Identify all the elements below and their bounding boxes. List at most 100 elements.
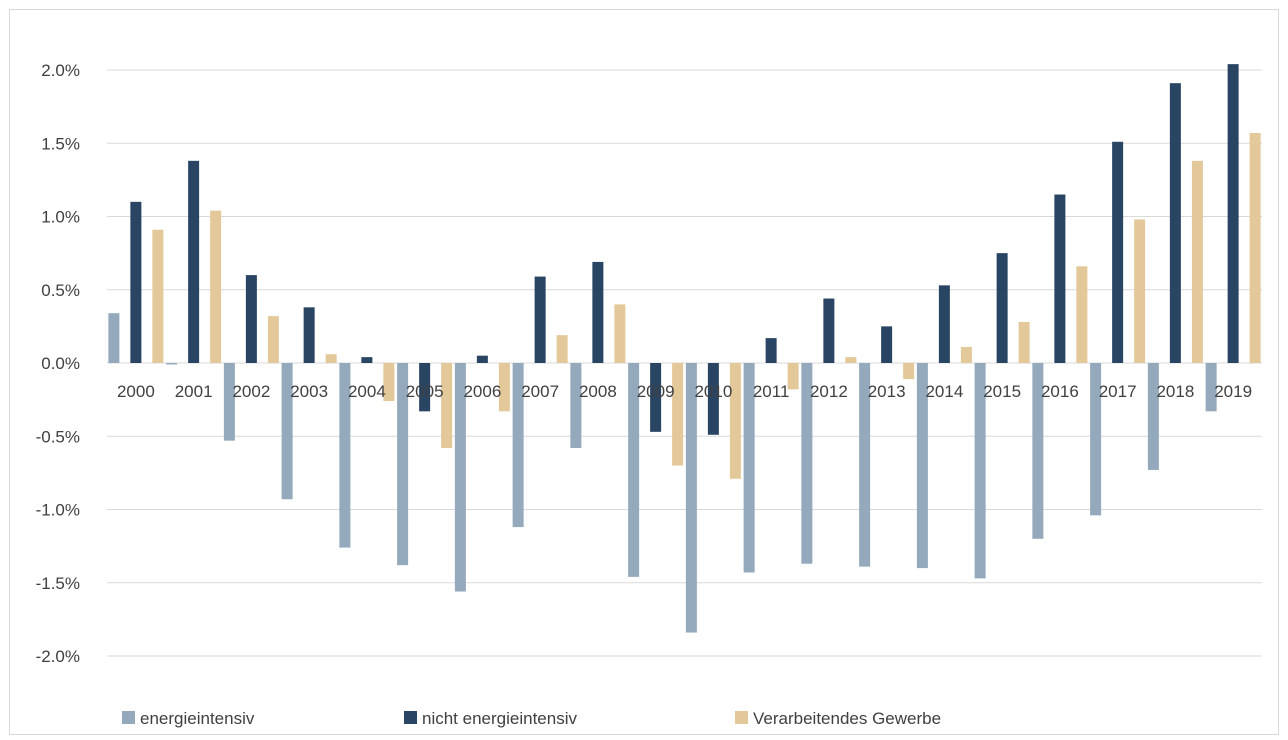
x-tick-label: 2001 [175,382,213,401]
x-tick-label: 2008 [579,382,617,401]
y-tick-label: 2.0% [41,61,80,80]
bar-energieintensiv-2015 [974,363,986,579]
bar-energieintensiv-2017 [1090,363,1102,516]
bar-verarbeitendes-gewerbe-2007 [556,335,568,363]
bar-nicht-energieintensiv-2008 [592,261,604,363]
x-tick-label: 2009 [637,382,675,401]
x-tick-label: 2019 [1214,382,1252,401]
bar-verarbeitendes-gewerbe-2000 [152,229,164,363]
bar-verarbeitendes-gewerbe-2008 [614,304,626,363]
y-tick-label: -2.0% [36,647,80,666]
x-tick-label: 2007 [521,382,559,401]
chart-frame [9,9,1279,735]
bar-verarbeitendes-gewerbe-2006 [498,363,510,412]
bar-nicht-energieintensiv-2004 [361,357,373,363]
bar-energieintensiv-2010 [685,363,697,633]
bar-energieintensiv-2011 [743,363,755,573]
bar-energieintensiv-2014 [916,363,928,569]
legend-label-verarbeitendes-gewerbe: Verarbeitendes Gewerbe [753,709,941,728]
bar-energieintensiv-2018 [1147,363,1159,470]
y-axis-tick-labels: 2.0% 1.5% 1.0% 0.5% 0.0% -0.5% -1.0% -1.5% -2.0% [36,61,80,666]
bar-nicht-energieintensiv-2013 [881,326,893,363]
bar-nicht-energieintensiv-2002 [245,275,257,363]
legend-swatch-nicht-energieintensiv [404,711,417,724]
y-tick-label: 0.0% [41,354,80,373]
x-tick-label: 2012 [810,382,848,401]
y-tick-label: 1.0% [41,208,80,227]
bar-energieintensiv-2012 [801,363,813,564]
bar-energieintensiv-2016 [1032,363,1044,539]
bar-verarbeitendes-gewerbe-2016 [1076,266,1088,363]
bar-nicht-energieintensiv-2001 [188,160,200,363]
bar-verarbeitendes-gewerbe-2012 [845,357,857,363]
x-tick-label: 2016 [1041,382,1079,401]
x-tick-label: 2017 [1099,382,1137,401]
bar-verarbeitendes-gewerbe-2002 [267,316,279,363]
bar-nicht-energieintensiv-2012 [823,298,835,363]
bar-verarbeitendes-gewerbe-2015 [1018,321,1030,363]
x-tick-label: 2010 [694,382,732,401]
bar-energieintensiv-2003 [281,363,293,500]
x-axis-category-labels: 2000 2001 2002 2003 2004 2005 2006 2007 2008 2009… [117,382,1252,401]
bar-verarbeitendes-gewerbe-2009 [672,363,684,466]
x-tick-label: 2013 [868,382,906,401]
bar-nicht-energieintensiv-2016 [1054,194,1066,363]
bar-verarbeitendes-gewerbe-2014 [960,346,972,363]
bar-energieintensiv-2006 [454,363,466,592]
legend-label-nicht-energieintensiv: nicht energieintensiv [422,709,577,728]
bar-nicht-energieintensiv-2007 [534,276,546,363]
bar-energieintensiv-2001 [166,363,178,365]
x-tick-label: 2015 [983,382,1021,401]
bar-nicht-energieintensiv-2005 [419,363,431,412]
bar-nicht-energieintensiv-2019 [1227,64,1239,363]
bar-energieintensiv-2013 [859,363,871,567]
bar-verarbeitendes-gewerbe-2010 [729,363,741,479]
x-tick-label: 2005 [406,382,444,401]
bar-energieintensiv-2004 [339,363,351,548]
bar-energieintensiv-2000 [108,313,120,363]
bar-energieintensiv-2009 [628,363,640,577]
bar-verarbeitendes-gewerbe-2003 [325,354,337,363]
bar-energieintensiv-2002 [223,363,235,441]
x-tick-label: 2004 [348,382,386,401]
bar-verarbeitendes-gewerbe-2019 [1249,132,1261,363]
x-tick-label: 2018 [1156,382,1194,401]
bar-nicht-energieintensiv-2018 [1169,83,1181,363]
legend-swatch-verarbeitendes-gewerbe [735,711,748,724]
bar-nicht-energieintensiv-2010 [707,363,719,435]
legend: energieintensiv nicht energieintensiv Vera… [122,709,941,728]
x-tick-label: 2003 [290,382,328,401]
y-tick-label: 0.5% [41,281,80,300]
bar-energieintensiv-2005 [397,363,409,566]
bar-verarbeitendes-gewerbe-2017 [1134,219,1146,363]
bar-nicht-energieintensiv-2003 [303,307,315,363]
bar-verarbeitendes-gewerbe-2018 [1191,160,1203,363]
bar-nicht-energieintensiv-2014 [938,285,950,363]
y-tick-label: -1.0% [36,501,80,520]
bar-verarbeitendes-gewerbe-2001 [210,210,222,363]
bar-nicht-energieintensiv-2000 [130,201,142,363]
x-tick-label: 2006 [463,382,501,401]
bar-verarbeitendes-gewerbe-2004 [383,363,395,402]
bar-verarbeitendes-gewerbe-2013 [903,363,915,380]
bar-nicht-energieintensiv-2015 [996,253,1008,363]
legend-swatch-energieintensiv [122,711,135,724]
bar-nicht-energieintensiv-2009 [650,363,662,432]
y-tick-label: -0.5% [36,427,80,446]
y-tick-label: -1.5% [36,574,80,593]
x-tick-label: 2000 [117,382,155,401]
bar-verarbeitendes-gewerbe-2011 [787,363,799,390]
y-tick-label: 1.5% [41,134,80,153]
gridlines [107,69,1262,657]
bar-energieintensiv-2008 [570,363,582,448]
x-tick-label: 2002 [232,382,270,401]
x-tick-label: 2011 [753,382,790,401]
x-tick-label: 2014 [925,382,963,401]
bar-energieintensiv-2019 [1205,363,1217,412]
bar-nicht-energieintensiv-2017 [1112,141,1124,363]
bar-nicht-energieintensiv-2006 [476,355,488,363]
bars [108,64,1261,633]
bar-nicht-energieintensiv-2011 [765,338,777,363]
legend-label-energieintensiv: energieintensiv [140,709,255,728]
